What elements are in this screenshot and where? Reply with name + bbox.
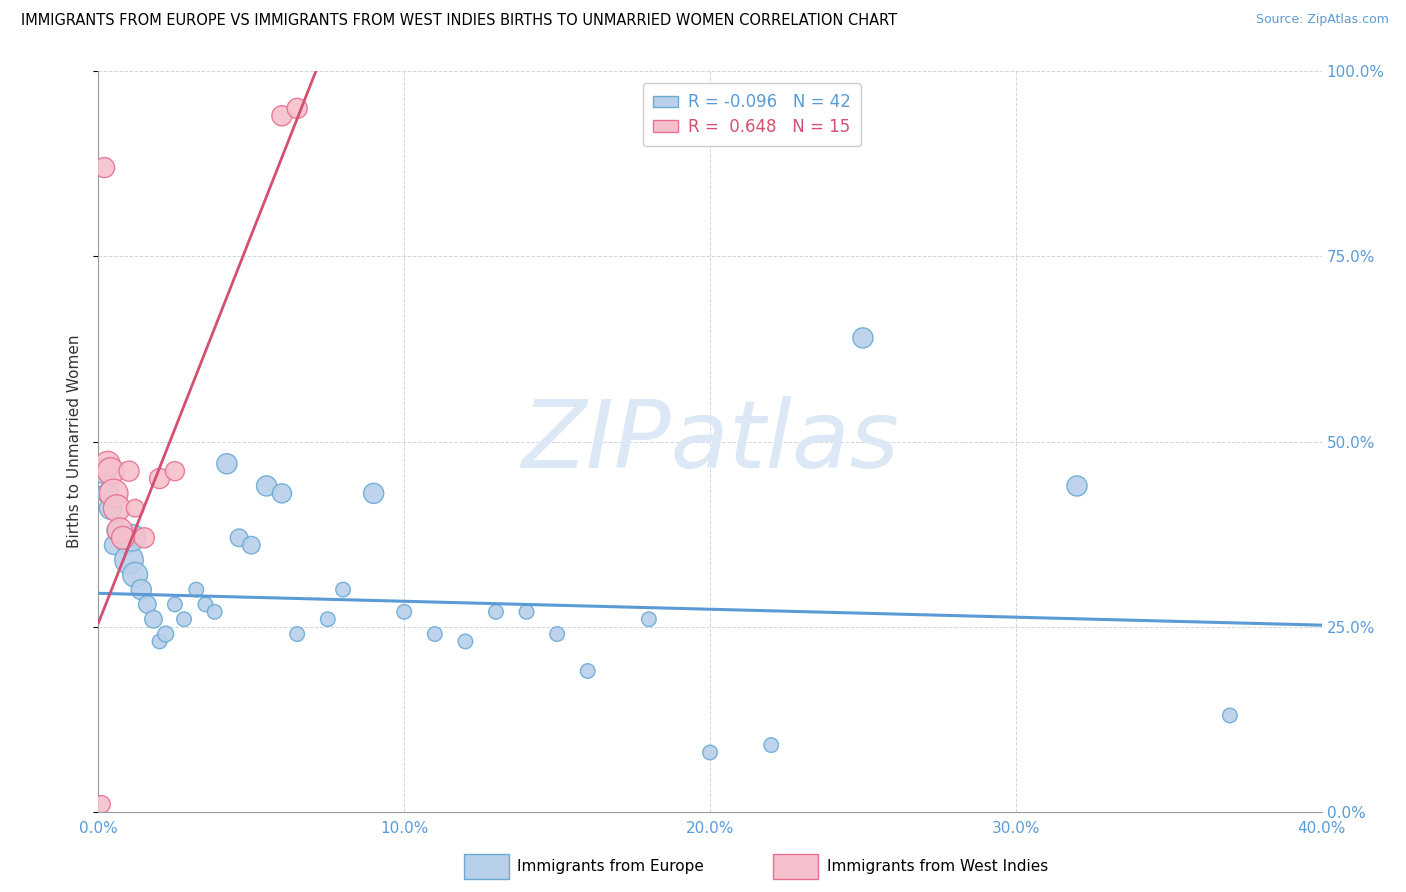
Point (516, 605, 538, 619)
Point (90, 797, 112, 812)
Text: Immigrants from West Indies: Immigrants from West Indies (827, 859, 1047, 873)
Point (546, 627, 568, 641)
Point (124, 567, 146, 582)
Text: Source: ZipAtlas.com: Source: ZipAtlas.com (1256, 13, 1389, 27)
Point (134, 531, 156, 545)
Point (100, 464, 122, 478)
Point (105, 524, 128, 538)
Point (194, 598, 217, 612)
Legend: R = -0.096   N = 42, R =  0.648   N = 15: R = -0.096 N = 42, R = 0.648 N = 15 (643, 83, 860, 146)
Point (759, 738, 782, 752)
Point (363, 486, 385, 500)
Point (142, 612, 165, 626)
Point (111, 531, 134, 545)
Point (149, 634, 172, 648)
Point (285, 102, 308, 116)
Point (103, 538, 125, 552)
Point (124, 501, 146, 516)
Point (215, 457, 238, 471)
Point (256, 479, 278, 493)
Point (270, 109, 292, 123)
Point (454, 634, 477, 648)
Point (111, 531, 134, 545)
Point (118, 553, 141, 567)
Point (115, 538, 138, 552)
Y-axis label: Births to Unmarried Women: Births to Unmarried Women (67, 334, 83, 549)
Point (100, 501, 122, 516)
Point (228, 531, 250, 545)
Point (93, 464, 115, 478)
Text: IMMIGRANTS FROM EUROPE VS IMMIGRANTS FROM WEST INDIES BIRTHS TO UNMARRIED WOMEN : IMMIGRANTS FROM EUROPE VS IMMIGRANTS FRO… (21, 13, 897, 29)
Text: Immigrants from Europe: Immigrants from Europe (517, 859, 704, 873)
Point (136, 598, 159, 612)
Point (155, 627, 177, 641)
Point (105, 501, 128, 516)
Point (316, 612, 339, 626)
Point (699, 746, 721, 760)
Point (108, 524, 131, 538)
Point (423, 627, 446, 641)
Point (163, 598, 186, 612)
Point (129, 582, 152, 597)
Text: ZIPatlas: ZIPatlas (522, 396, 898, 487)
Point (332, 582, 354, 597)
Point (576, 664, 599, 678)
Point (97, 486, 120, 500)
Point (186, 582, 208, 597)
Point (392, 605, 416, 619)
Point (204, 605, 226, 619)
Point (93, 161, 115, 175)
Point (485, 605, 508, 619)
Point (285, 627, 308, 641)
Point (97, 457, 120, 471)
Point (118, 464, 141, 478)
Point (163, 464, 186, 478)
Point (637, 612, 661, 626)
Point (852, 331, 875, 345)
Point (121, 531, 143, 545)
Point (149, 471, 172, 485)
Point (270, 486, 292, 500)
Point (103, 486, 125, 500)
Point (173, 612, 195, 626)
Point (240, 538, 263, 552)
Point (1066, 479, 1088, 493)
Point (1219, 708, 1241, 723)
